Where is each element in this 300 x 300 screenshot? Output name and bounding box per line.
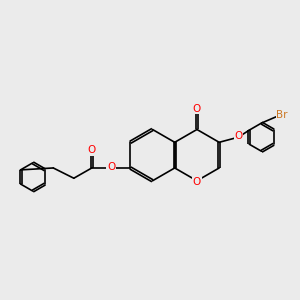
Text: Br: Br	[276, 110, 288, 120]
Text: O: O	[234, 131, 242, 141]
Text: O: O	[193, 177, 201, 187]
Text: O: O	[193, 104, 201, 114]
Text: O: O	[88, 145, 96, 155]
Text: O: O	[107, 162, 115, 172]
